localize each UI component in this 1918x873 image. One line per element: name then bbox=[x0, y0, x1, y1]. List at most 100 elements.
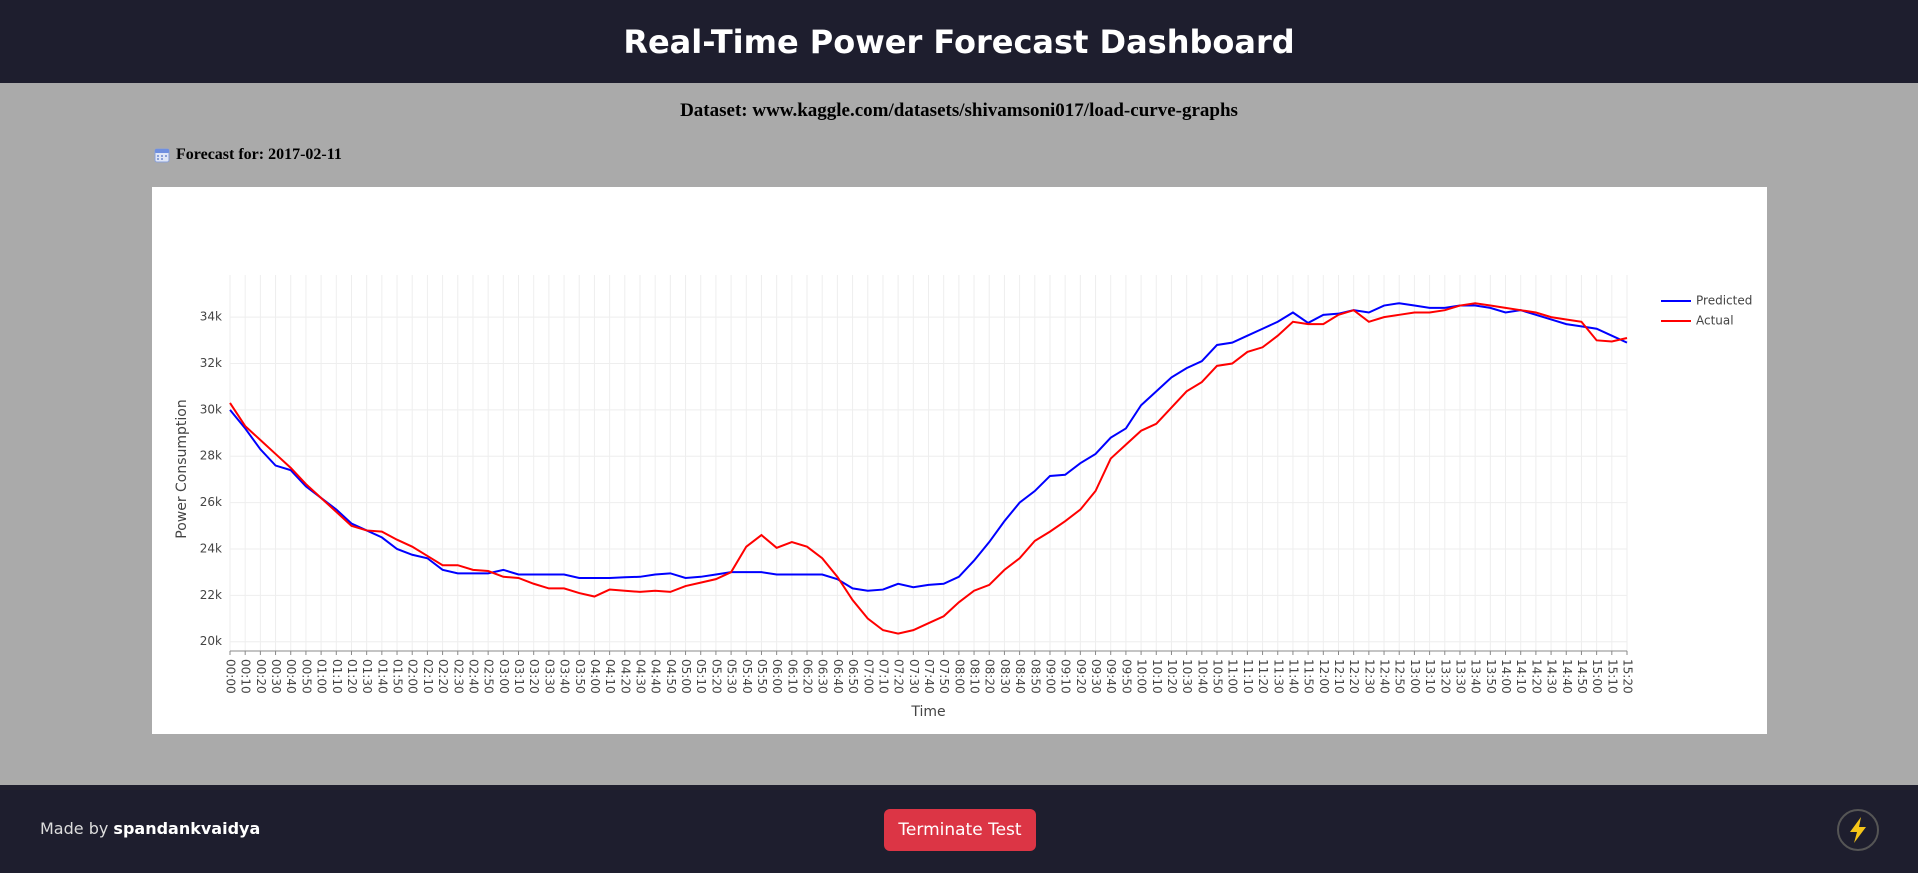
x-tick-label: 13:20 bbox=[1438, 659, 1452, 694]
x-tick-label: 04:50 bbox=[664, 659, 678, 694]
x-tick-label: 07:00 bbox=[861, 659, 875, 694]
x-tick-label: 07:30 bbox=[907, 659, 921, 694]
x-tick-label: 02:20 bbox=[436, 659, 450, 694]
x-tick-label: 04:40 bbox=[649, 659, 663, 694]
x-tick-label: 02:30 bbox=[451, 659, 465, 694]
x-tick-label: 02:10 bbox=[421, 659, 435, 694]
x-tick-label: 14:00 bbox=[1499, 659, 1513, 694]
x-tick-label: 00:00 bbox=[224, 659, 238, 694]
x-tick-label: 08:50 bbox=[1028, 659, 1042, 694]
terminate-button[interactable]: Terminate Test bbox=[884, 809, 1036, 851]
x-tick-label: 14:30 bbox=[1545, 659, 1559, 694]
x-tick-label: 05:30 bbox=[725, 659, 739, 694]
x-tick-label: 07:40 bbox=[922, 659, 936, 694]
x-tick-label: 13:50 bbox=[1484, 659, 1498, 694]
x-tick-label: 09:20 bbox=[1074, 659, 1088, 694]
x-tick-label: 08:10 bbox=[968, 659, 982, 694]
x-tick-label: 02:00 bbox=[406, 659, 420, 694]
x-tick-label: 12:20 bbox=[1347, 659, 1361, 694]
x-tick-label: 10:20 bbox=[1165, 659, 1179, 694]
x-tick-label: 02:40 bbox=[466, 659, 480, 694]
x-tick-label: 03:10 bbox=[512, 659, 526, 694]
x-tick-label: 09:10 bbox=[1059, 659, 1073, 694]
x-tick-label: 10:30 bbox=[1180, 659, 1194, 694]
y-tick-label: 22k bbox=[200, 588, 222, 602]
x-tick-label: 10:10 bbox=[1150, 659, 1164, 694]
legend-label: Predicted bbox=[1696, 294, 1752, 308]
x-tick-label: 03:50 bbox=[573, 659, 587, 694]
x-tick-label: 01:40 bbox=[375, 659, 389, 694]
credit: Made by spandankvaidya bbox=[40, 819, 260, 838]
x-tick-label: 15:20 bbox=[1621, 659, 1635, 694]
forecast-label: Forecast for: 2017-02-11 bbox=[176, 146, 342, 163]
x-tick-label: 14:50 bbox=[1575, 659, 1589, 694]
line-series bbox=[229, 302, 1628, 635]
x-tick-label: 09:40 bbox=[1104, 659, 1118, 694]
x-tick-label: 11:00 bbox=[1226, 659, 1240, 694]
x-tick-label: 01:20 bbox=[345, 659, 359, 694]
x-tick-label: 04:10 bbox=[603, 659, 617, 694]
x-tick-label: 00:20 bbox=[254, 659, 268, 694]
x-tick-label: 08:20 bbox=[983, 659, 997, 694]
forecast-row: Forecast for: 2017-02-11 bbox=[154, 146, 342, 164]
x-tick-label: 07:20 bbox=[892, 659, 906, 694]
x-tick-label: 12:10 bbox=[1332, 659, 1346, 694]
x-tick-label: 07:50 bbox=[937, 659, 951, 694]
x-tick-label: 01:30 bbox=[360, 659, 374, 694]
x-tick-label: 08:00 bbox=[952, 659, 966, 694]
x-tick-label: 05:10 bbox=[694, 659, 708, 694]
x-tick-label: 10:00 bbox=[1135, 659, 1149, 694]
x-tick-label: 01:00 bbox=[315, 659, 329, 694]
x-tick-label: 10:50 bbox=[1211, 659, 1225, 694]
legend-label: Actual bbox=[1696, 314, 1734, 328]
x-tick-label: 11:50 bbox=[1302, 659, 1316, 694]
y-axis-title: Power Consumption bbox=[174, 399, 190, 539]
x-tick-label: 06:40 bbox=[831, 659, 845, 694]
x-tick-label: 03:20 bbox=[527, 659, 541, 694]
x-tick-label: 06:50 bbox=[846, 659, 860, 694]
x-tick-label: 11:20 bbox=[1256, 659, 1270, 694]
x-tick-label: 00:30 bbox=[269, 659, 283, 694]
x-tick-label: 09:50 bbox=[1119, 659, 1133, 694]
dataset-caption: Dataset: www.kaggle.com/datasets/shivams… bbox=[680, 100, 1238, 121]
x-tick-label: 02:50 bbox=[482, 659, 496, 694]
y-tick-label: 28k bbox=[200, 449, 222, 463]
x-tick-label: 01:10 bbox=[330, 659, 344, 694]
page-title: Real-Time Power Forecast Dashboard bbox=[623, 22, 1295, 61]
x-tick-label: 01:50 bbox=[391, 659, 405, 694]
y-tick-label: 30k bbox=[200, 402, 222, 416]
x-tick-label: 14:20 bbox=[1529, 659, 1543, 694]
footer: Made by spandankvaidya Terminate Test bbox=[0, 785, 1918, 873]
x-tick-label: 12:40 bbox=[1378, 659, 1392, 694]
x-tick-label: 09:00 bbox=[1043, 659, 1057, 694]
credit-prefix: Made by bbox=[40, 819, 109, 838]
x-tick-label: 08:30 bbox=[998, 659, 1012, 694]
y-tick-label: 34k bbox=[200, 310, 222, 324]
x-tick-label: 15:10 bbox=[1605, 659, 1619, 694]
x-tick-label: 04:00 bbox=[588, 659, 602, 694]
x-tick-label: 06:00 bbox=[770, 659, 784, 694]
x-tick-label: 05:40 bbox=[740, 659, 754, 694]
x-tick-label: 04:30 bbox=[633, 659, 647, 694]
x-tick-label: 13:10 bbox=[1423, 659, 1437, 694]
x-tick-label: 07:10 bbox=[876, 659, 890, 694]
x-tick-label: 03:30 bbox=[542, 659, 556, 694]
x-axis-title: Time bbox=[910, 704, 945, 720]
line-series bbox=[229, 302, 1628, 592]
x-tick-label: 11:10 bbox=[1241, 659, 1255, 694]
x-tick-label: 11:30 bbox=[1271, 659, 1285, 694]
y-tick-label: 20k bbox=[200, 634, 222, 648]
x-tick-label: 00:10 bbox=[239, 659, 253, 694]
x-tick-label: 05:50 bbox=[755, 659, 769, 694]
x-tick-label: 14:10 bbox=[1514, 659, 1528, 694]
x-tick-label: 11:40 bbox=[1286, 659, 1300, 694]
y-tick-label: 32k bbox=[200, 356, 222, 370]
y-tick-label: 26k bbox=[200, 495, 222, 509]
bolt-icon[interactable] bbox=[1836, 808, 1880, 852]
credit-author: spandankvaidya bbox=[113, 819, 261, 838]
x-tick-label: 08:40 bbox=[1013, 659, 1027, 694]
x-tick-label: 12:00 bbox=[1317, 659, 1331, 694]
x-tick-label: 06:10 bbox=[785, 659, 799, 694]
x-tick-label: 00:50 bbox=[299, 659, 313, 694]
x-tick-label: 10:40 bbox=[1195, 659, 1209, 694]
